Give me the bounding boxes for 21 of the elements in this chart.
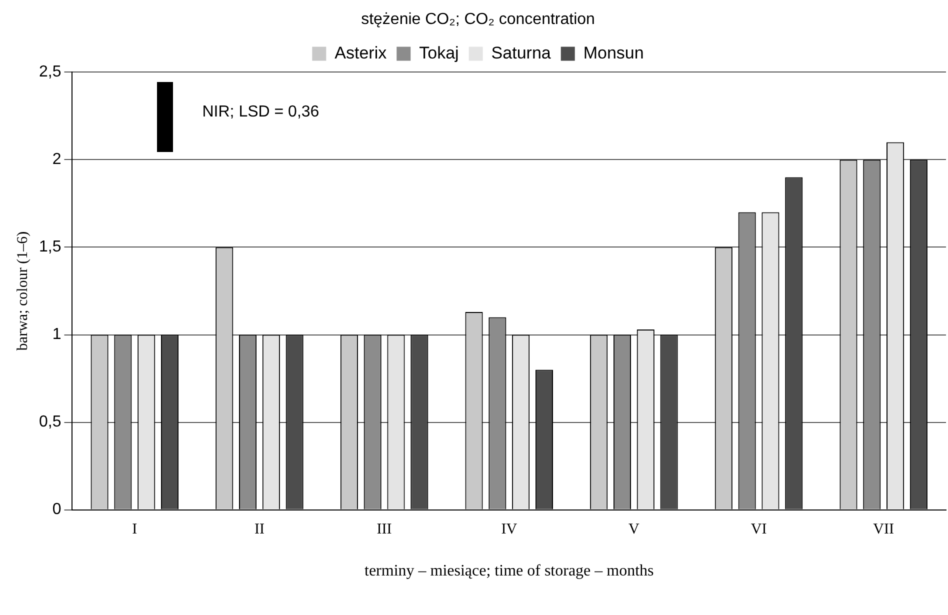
x-tick-label: IV (501, 522, 518, 538)
legend-label: Asterix (334, 43, 388, 62)
y-tick-label: 1 (52, 326, 62, 344)
legend-label: Monsun (583, 43, 644, 62)
chart-title: stężenie CO₂; CO₂ concentration (361, 11, 595, 28)
y-tick-label: 0,5 (38, 414, 62, 431)
y-tick-label: 0 (52, 501, 62, 518)
x-tick-label: I (132, 522, 138, 538)
y-tick-label: 1,5 (38, 238, 62, 256)
x-tick-label: II (254, 522, 264, 538)
annotation: NIR; LSD = 0,36 (202, 104, 320, 121)
x-tick-label: III (376, 522, 392, 538)
x-tick-label: VI (750, 522, 767, 538)
y-tick-label: 2,5 (38, 64, 62, 81)
y-tick-label: 2 (52, 151, 62, 168)
x-tick-label: V (628, 522, 640, 538)
y-axis-title: barwa; colour (1–6) (14, 231, 31, 351)
x-axis-title: terminy – miesiące; time of storage – months (364, 562, 654, 580)
legend-label: Saturna (491, 43, 552, 62)
legend-label: Tokaj (419, 43, 459, 62)
x-tick-label: VII (873, 522, 894, 538)
